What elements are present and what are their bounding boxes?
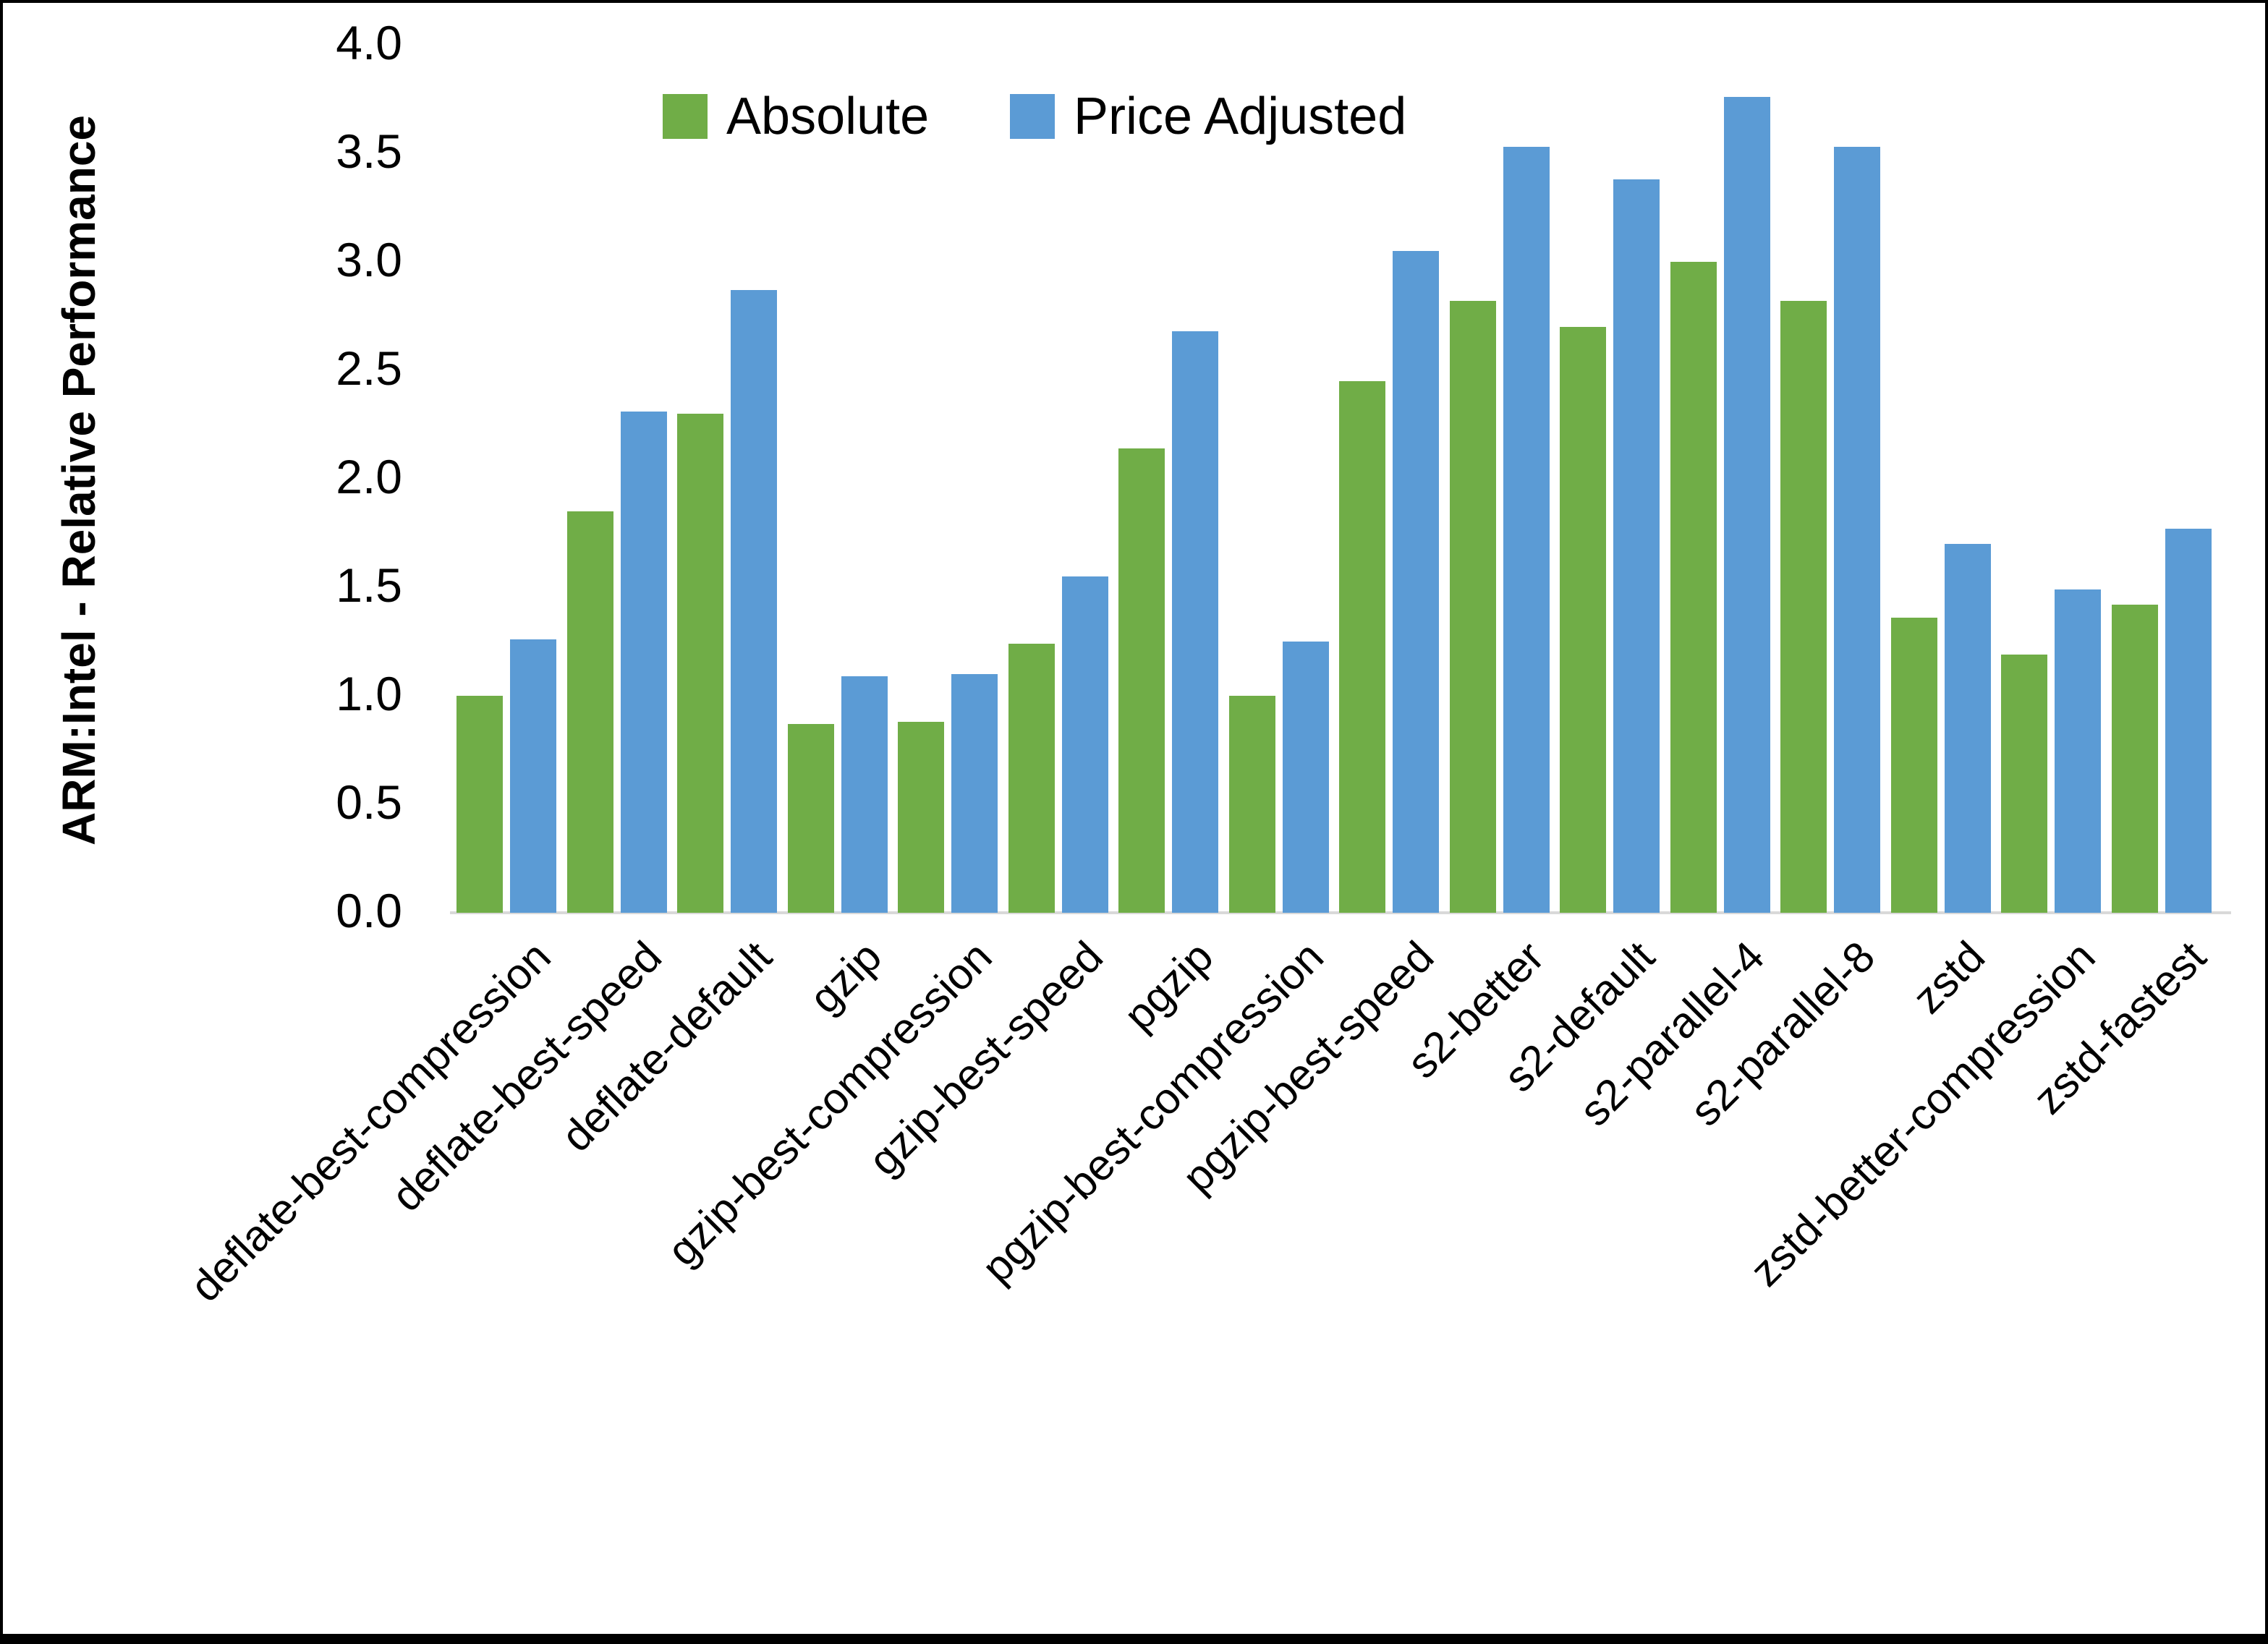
bar-price-adjusted-s2-parallel-8 <box>1834 147 1880 913</box>
bar-absolute-zstd-better-compression <box>2001 655 2047 913</box>
legend-swatch-price-adjusted-icon <box>1010 94 1055 139</box>
bar-price-adjusted-s2-better <box>1503 147 1550 913</box>
legend-item-price-adjusted: Price Adjusted <box>1010 84 1406 149</box>
bar-absolute-pgzip-best-speed <box>1339 381 1385 913</box>
y-axis-title: ARM:Intel - Relative Performance <box>53 114 105 846</box>
legend: Absolute Price Adjusted <box>3 84 2265 149</box>
legend-label-absolute: Absolute <box>726 88 930 145</box>
legend-swatch-absolute-icon <box>663 94 708 139</box>
bar-price-adjusted-zstd-fastest <box>2165 529 2212 913</box>
bar-absolute-pgzip-best-compression <box>1228 696 1275 913</box>
bar-absolute-zstd-fastest <box>2111 605 2158 913</box>
bar-absolute-deflate-default <box>677 414 723 913</box>
y-tick-label-1.5: 1.5 <box>336 558 402 612</box>
y-tick-label-0.0: 0.0 <box>336 883 402 937</box>
bar-absolute-gzip-best-compression <box>898 722 944 913</box>
bar-absolute-gzip <box>787 724 834 913</box>
bar-absolute-s2-better <box>1449 301 1496 913</box>
y-tick-label-0.5: 0.5 <box>336 775 402 829</box>
legend-item-absolute: Absolute <box>663 84 929 149</box>
bar-absolute-gzip-best-speed <box>1008 644 1055 913</box>
y-tick-label-1.0: 1.0 <box>336 666 402 720</box>
bar-absolute-s2-parallel-8 <box>1780 301 1827 913</box>
bar-absolute-s2-default <box>1560 327 1606 913</box>
bar-price-adjusted-gzip <box>841 676 888 913</box>
bar-price-adjusted-gzip-best-compression <box>951 674 998 913</box>
bar-price-adjusted-s2-parallel-4 <box>1723 97 1770 913</box>
y-tick-label-4.0: 4.0 <box>336 15 402 69</box>
bar-price-adjusted-pgzip-best-compression <box>1282 642 1329 913</box>
y-tick-label-2.5: 2.5 <box>336 341 402 395</box>
bar-price-adjusted-deflate-default <box>731 290 777 913</box>
bar-price-adjusted-deflate-best-speed <box>620 412 667 913</box>
y-tick-label-2.0: 2.0 <box>336 449 402 503</box>
bar-price-adjusted-pgzip-best-speed <box>1393 251 1439 913</box>
bar-absolute-deflate-best-compression <box>456 696 503 913</box>
bar-absolute-deflate-best-speed <box>566 511 613 913</box>
bar-price-adjusted-zstd <box>1944 544 1991 913</box>
bar-price-adjusted-deflate-best-compression <box>510 639 556 913</box>
bar-price-adjusted-zstd-better-compression <box>2055 589 2101 913</box>
x-axis-label-gzip: gzip <box>800 932 891 1023</box>
bar-absolute-s2-parallel-4 <box>1670 262 1717 913</box>
y-tick-label-3.0: 3.0 <box>336 232 402 286</box>
bar-absolute-pgzip <box>1118 448 1165 913</box>
x-axis-line <box>450 911 2231 914</box>
x-axis-label-zstd: zstd <box>1903 932 1995 1023</box>
y-axis-title-container: ARM:Intel - Relative Performance <box>25 46 133 914</box>
bar-price-adjusted-gzip-best-speed <box>1061 576 1108 913</box>
bar-price-adjusted-pgzip <box>1172 331 1218 913</box>
bar-absolute-zstd <box>1890 618 1937 913</box>
bar-price-adjusted-s2-default <box>1613 179 1660 913</box>
legend-label-price-adjusted: Price Adjusted <box>1074 88 1407 145</box>
y-tick-label-3.5: 3.5 <box>336 124 402 178</box>
